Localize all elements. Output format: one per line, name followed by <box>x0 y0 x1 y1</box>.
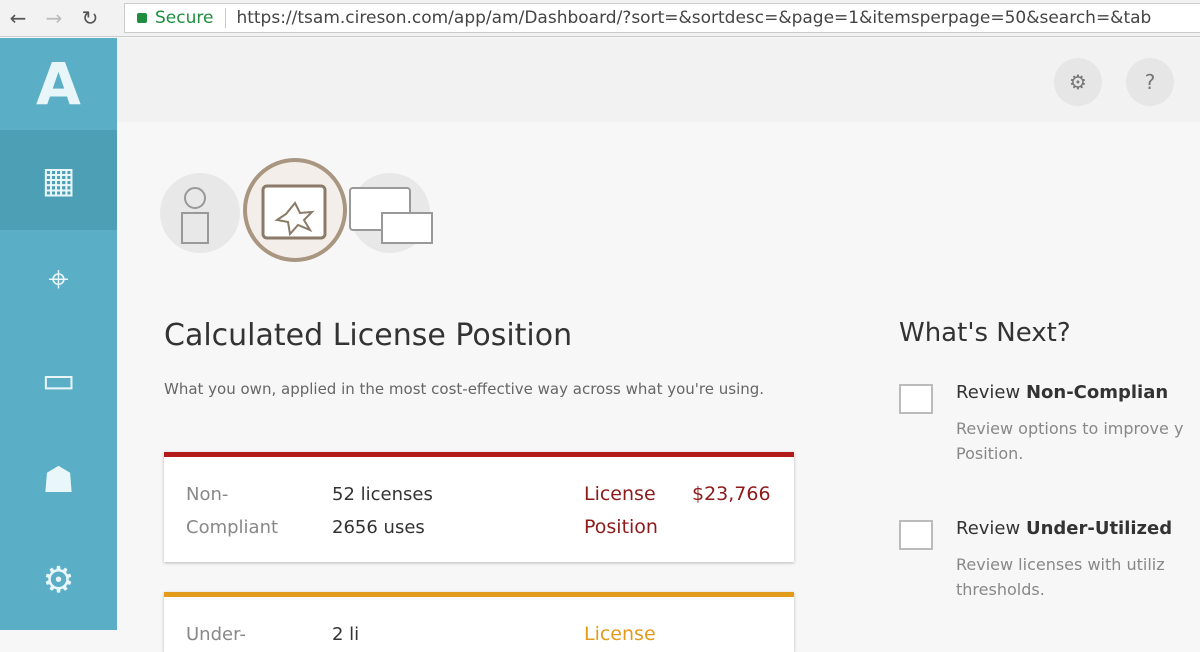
whats-next-title: What's Next? <box>899 318 1071 348</box>
laptop-icon[interactable]: ▭ <box>41 359 76 401</box>
dashboard-icon[interactable]: ▦ <box>0 130 117 230</box>
task-checkbox[interactable] <box>899 520 933 550</box>
card-counts: 52 licenses 2656 uses <box>332 478 433 544</box>
address-bar[interactable]: Secure https://tsam.cireson.com/app/am/D… <box>124 3 1200 33</box>
lock-icon <box>137 13 147 23</box>
task-description: Review licenses with utiliz thresholds. <box>956 555 1165 599</box>
secure-label: Secure <box>155 8 227 28</box>
card-under-utilized[interactable]: Under- 2 li License <box>164 592 794 652</box>
url-text[interactable]: https://tsam.cireson.com/app/am/Dashboar… <box>236 8 1152 28</box>
page-subtitle: What you own, applied in the most cost-e… <box>164 380 765 398</box>
back-icon[interactable]: ← <box>9 6 27 30</box>
position-amount: $23,766 <box>692 483 771 505</box>
position-label: License <box>584 623 656 645</box>
help-button[interactable]: ? <box>1126 58 1174 106</box>
location-icon[interactable]: ⌖ <box>48 259 69 300</box>
browser-toolbar: ← → ↻ Secure https://tsam.cireson.com/ap… <box>0 0 1200 37</box>
users-icon[interactable]: ☗ <box>42 459 75 501</box>
task-description: Review options to improve y Position. <box>956 419 1184 463</box>
software-icon[interactable]: ⚙ <box>42 559 75 601</box>
forward-icon[interactable]: → <box>45 6 63 30</box>
sidebar: A ▦ ⌖ ▭ ☗ ⚙ <box>0 38 117 630</box>
use-count: 2656 uses <box>332 517 425 538</box>
task-title: Review Under-Utilized <box>956 518 1173 539</box>
license-illustration <box>160 158 433 262</box>
card-non-compliant[interactable]: Non-Compliant 52 licenses 2656 uses Lice… <box>164 452 794 562</box>
card-label: Under- <box>186 624 246 645</box>
page-title: Calculated License Position <box>164 318 573 353</box>
license-count: 2 li <box>332 624 360 645</box>
status-bar <box>164 452 794 457</box>
gear-icon[interactable]: ⚙ <box>1054 58 1102 106</box>
card-label: Non-Compliant <box>186 484 279 538</box>
status-bar <box>164 592 794 597</box>
task-checkbox[interactable] <box>899 384 933 414</box>
top-bar <box>117 38 1200 122</box>
task-title: Review Non-Complian <box>956 382 1169 403</box>
app-logo[interactable]: A <box>36 50 81 118</box>
license-count: 52 licenses <box>332 484 433 505</box>
reload-icon[interactable]: ↻ <box>81 6 99 30</box>
position-label: License Position <box>584 483 658 538</box>
